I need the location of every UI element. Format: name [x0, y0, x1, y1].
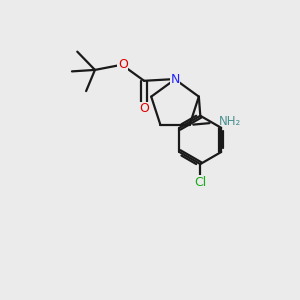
Text: O: O — [118, 58, 128, 71]
Text: NH₂: NH₂ — [219, 115, 242, 128]
Text: O: O — [139, 102, 149, 115]
Text: N: N — [170, 73, 180, 86]
Text: Cl: Cl — [194, 176, 206, 189]
